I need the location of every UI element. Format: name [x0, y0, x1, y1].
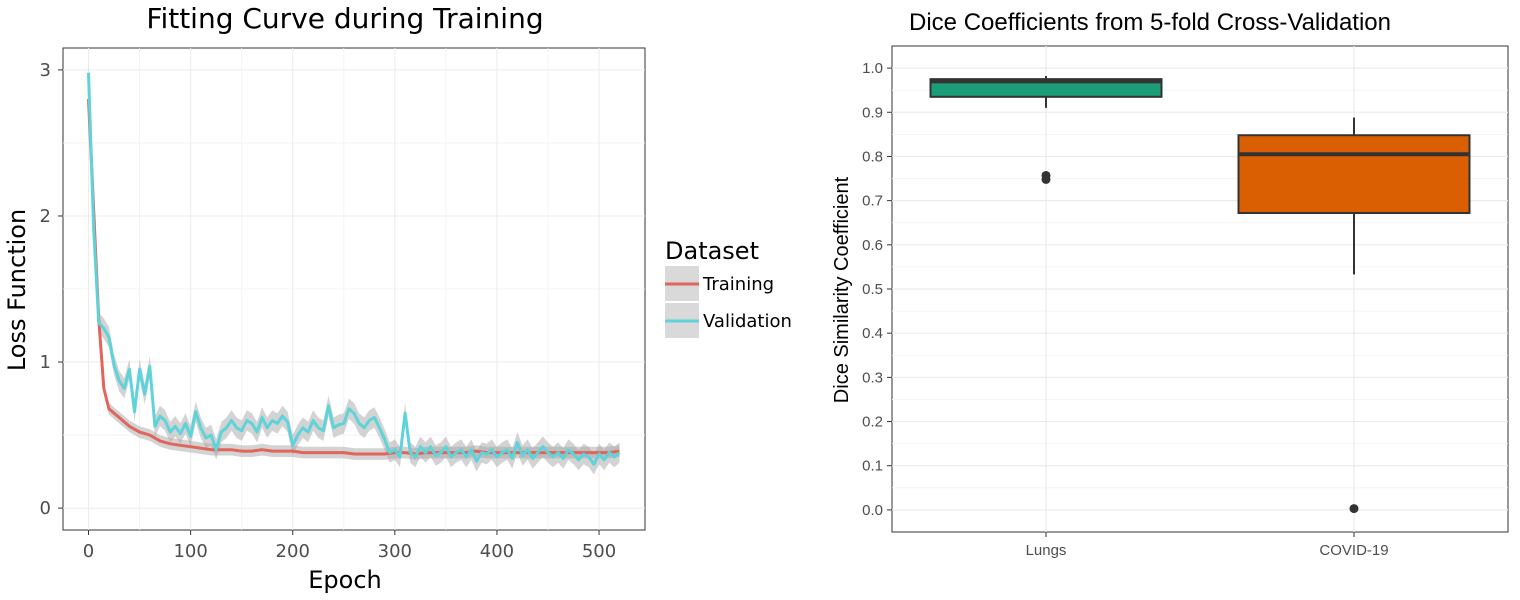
legend-label-validation: Validation [703, 311, 792, 332]
x-tick-label: 400 [480, 541, 514, 562]
outlier-point [1349, 504, 1359, 514]
legend: Dataset Training Validation [665, 237, 792, 338]
y-tick-label: 0.8 [862, 148, 883, 165]
x-tick-label: 200 [276, 541, 310, 562]
y-tick-label: 0.7 [862, 193, 883, 210]
y-tick-label: 1 [40, 352, 51, 373]
y-tick-label: 3 [40, 60, 51, 81]
x-tick-label: COVID-19 [1319, 542, 1388, 559]
loss-x-ticks: 0 100 200 300 400 500 [83, 530, 616, 562]
loss-x-axis-label: Epoch [308, 566, 382, 594]
y-tick-label: 0.6 [862, 237, 883, 254]
x-tick-label: 500 [582, 541, 616, 562]
loss-y-axis-label: Loss Function [3, 209, 31, 371]
dice-y-axis-label: Dice Similarity Coefficient [831, 176, 853, 403]
loss-chart-title: Fitting Curve during Training [146, 2, 543, 35]
dice-chart-title: Dice Coefficients from 5-fold Cross-Vali… [909, 9, 1391, 36]
dice-x-ticks: Lungs COVID-19 [1026, 532, 1389, 559]
legend-label-training: Training [702, 274, 774, 295]
box-iqr [929, 78, 1163, 98]
box-lungs [929, 76, 1163, 184]
y-tick-label: 0.0 [862, 502, 883, 519]
legend-title: Dataset [665, 237, 759, 265]
dice-boxes [929, 76, 1471, 514]
dice-chart: Dice Coefficients from 5-fold Cross-Vali… [831, 9, 1509, 559]
loss-lines [87, 72, 621, 466]
box-iqr [1237, 134, 1471, 215]
x-tick-label: 100 [173, 541, 207, 562]
outlier-point [1041, 174, 1051, 184]
x-tick-label: 300 [378, 541, 412, 562]
dice-y-ticks: 0.0 0.1 0.2 0.3 0.4 0.5 0.6 0.7 0.8 0.9 1.0 [862, 60, 892, 519]
box-covid-19 [1237, 117, 1471, 514]
line-validation [87, 72, 621, 466]
dice-gridlines [892, 46, 1508, 532]
legend-item-validation: Validation [665, 303, 792, 338]
y-tick-label: 0.2 [862, 414, 883, 431]
x-tick-label: 0 [83, 541, 94, 562]
legend-item-training: Training [665, 266, 774, 301]
y-tick-label: 0.3 [862, 369, 883, 386]
y-tick-label: 0.1 [862, 458, 883, 475]
x-tick-label: Lungs [1026, 542, 1067, 559]
loss-y-ticks: 0 1 2 3 [40, 60, 63, 519]
y-tick-label: 1.0 [862, 60, 883, 77]
y-tick-label: 0 [40, 498, 51, 519]
loss-chart: Fitting Curve during Training 0 100 200 300… [3, 2, 792, 594]
y-tick-label: 0.4 [862, 325, 883, 342]
y-tick-label: 0.9 [862, 104, 883, 121]
y-tick-label: 2 [40, 206, 51, 227]
y-tick-label: 0.5 [862, 281, 883, 298]
